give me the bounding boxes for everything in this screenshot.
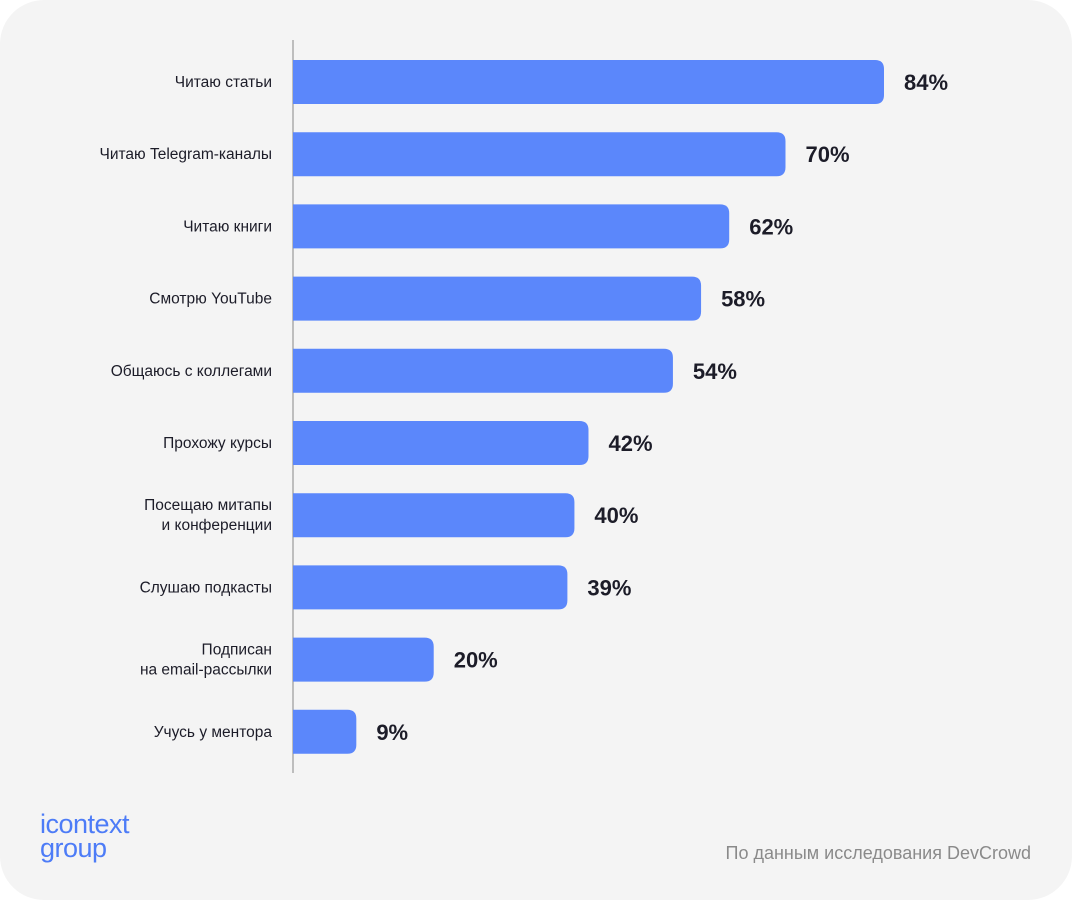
value-label: 62% bbox=[749, 214, 793, 239]
category-label: Читаю книги bbox=[183, 218, 272, 235]
bar bbox=[293, 637, 434, 682]
value-label: 40% bbox=[594, 503, 638, 528]
bar bbox=[293, 493, 575, 538]
value-label: 42% bbox=[609, 431, 653, 456]
category-label: Смотрю YouTube bbox=[149, 291, 272, 308]
value-label: 58% bbox=[721, 287, 765, 312]
category-label: Учусь у ментора bbox=[154, 724, 273, 741]
bar bbox=[293, 204, 730, 249]
value-label: 54% bbox=[693, 359, 737, 384]
category-label: Читаю Telegram-каналы bbox=[100, 146, 272, 163]
bar bbox=[293, 60, 884, 104]
category-label: Подписан bbox=[202, 642, 272, 659]
bar bbox=[293, 709, 357, 754]
bar bbox=[293, 132, 786, 177]
category-label: Общаюсь с коллегами bbox=[111, 363, 272, 380]
icontext-group-logo: icontext group bbox=[40, 809, 130, 863]
value-label: 70% bbox=[806, 142, 850, 167]
value-label: 84% bbox=[904, 70, 948, 95]
category-label: и конференции bbox=[162, 517, 272, 534]
value-label: 39% bbox=[587, 575, 631, 600]
value-label: 20% bbox=[454, 648, 498, 673]
bar bbox=[293, 421, 589, 465]
value-label: 9% bbox=[376, 720, 408, 745]
source-note: По данным исследования DevCrowd bbox=[725, 843, 1031, 863]
category-label: Читаю статьи bbox=[175, 74, 272, 91]
category-label: Посещаю митапы bbox=[144, 497, 272, 514]
category-label: на email-рассылки bbox=[140, 662, 272, 679]
bar bbox=[293, 348, 673, 393]
bar bbox=[293, 276, 702, 321]
logo-line-1: icontext bbox=[40, 809, 130, 839]
category-label: Прохожу курсы bbox=[163, 435, 272, 452]
bar bbox=[293, 565, 568, 610]
category-label: Слушаю подкасты bbox=[140, 579, 272, 596]
logo-line-2: group bbox=[40, 833, 107, 863]
